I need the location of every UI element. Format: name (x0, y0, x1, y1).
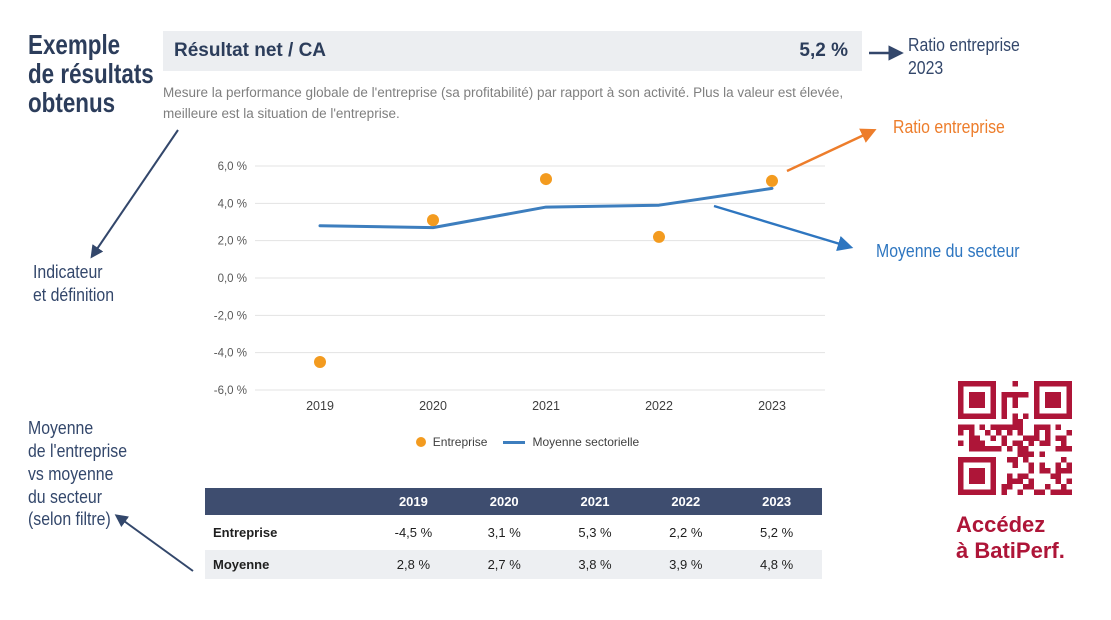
qr-caption: Accédez à BatiPerf. (956, 512, 1065, 564)
table-year-header: 2021 (549, 488, 641, 515)
arrow-to-moyenne-vs (114, 514, 194, 572)
svg-text:6,0 %: 6,0 % (218, 161, 247, 173)
svg-text:-4,0 %: -4,0 % (214, 348, 247, 360)
svg-text:2021: 2021 (532, 399, 560, 413)
table-year-header: 2022 (640, 488, 732, 515)
svg-text:2,0 %: 2,0 % (218, 236, 247, 248)
table-year-header: 2020 (458, 488, 550, 515)
qr-code (958, 381, 1072, 495)
table-cell: 5,3 % (549, 515, 641, 547)
table-cell: 3,1 % (458, 515, 550, 547)
page-title: Exemple de résultats obtenus (28, 29, 154, 119)
annotation-indicateur-definition: Indicateur et définition (33, 262, 115, 305)
table-header-row: 2019 2020 2021 2022 2023 (205, 488, 822, 515)
table-cell: 2,7 % (458, 547, 550, 579)
table-cell: 3,8 % (549, 547, 641, 579)
svg-text:2022: 2022 (645, 399, 673, 413)
moyenne-line-icon (503, 440, 526, 444)
chart-legend: Entreprise Moyenne sectorielle (205, 435, 850, 449)
annotation-ratio-entreprise: Ratio entreprise (893, 117, 1005, 137)
table-cell: -4,5 % (368, 515, 459, 547)
legend-entreprise-label: Entreprise (432, 435, 488, 449)
indicator-title: Résultat net / CA (174, 40, 327, 61)
indicator-header-bar: Résultat net / CA 5,2 % (163, 31, 862, 71)
svg-text:4,0 %: 4,0 % (218, 198, 247, 210)
indicator-description: Mesure la performance globale de l'entre… (163, 85, 844, 121)
svg-text:-6,0 %: -6,0 % (214, 385, 247, 397)
row-label: Entreprise (205, 515, 368, 547)
row-label: Moyenne (205, 547, 368, 579)
table-year-header: 2019 (368, 488, 459, 515)
indicator-value: 5,2 % (799, 40, 848, 61)
table-cell: 3,9 % (640, 547, 732, 579)
line-chart: 6,0 % 4,0 % 2,0 % 0,0 % -2,0 % -4,0 % -6,0 % 20… (214, 161, 825, 413)
svg-text:2019: 2019 (306, 399, 334, 413)
legend-moyenne-label: Moyenne sectorielle (532, 435, 640, 449)
legend-item-moyenne: Moyenne sectorielle (503, 435, 639, 449)
svg-text:2020: 2020 (419, 399, 447, 413)
table-row-entreprise: Entreprise -4,5 % 3,1 % 5,3 % 2,2 % 5,2 … (205, 515, 822, 547)
annotation-moyenne-vs-secteur: Moyenne de l'entreprise vs moyenne du se… (28, 418, 127, 530)
svg-text:-2,0 %: -2,0 % (214, 310, 247, 322)
table-cell: 5,2 % (731, 515, 822, 547)
entreprise-dot-icon (415, 437, 426, 447)
table-year-header: 2023 (731, 488, 822, 515)
table-cell: 2,2 % (640, 515, 732, 547)
svg-text:0,0 %: 0,0 % (218, 273, 247, 285)
results-table: 2019 2020 2021 2022 2023 Entreprise -4,5… (205, 488, 822, 579)
table-row-moyenne: Moyenne 2,8 % 2,7 % 3,8 % 3,9 % 4,8 % (205, 547, 822, 579)
arrow-to-indicateur-definition (90, 129, 179, 259)
annotation-ratio-entreprise-2023: Ratio entreprise 2023 (908, 35, 1020, 78)
annotation-moyenne-du-secteur: Moyenne du secteur (876, 241, 1020, 261)
table-cell: 2,8 % (368, 547, 459, 579)
table-cell: 4,8 % (731, 547, 822, 579)
table-corner-cell (205, 488, 368, 515)
svg-text:2023: 2023 (758, 399, 786, 413)
legend-item-entreprise: Entreprise (415, 435, 488, 449)
